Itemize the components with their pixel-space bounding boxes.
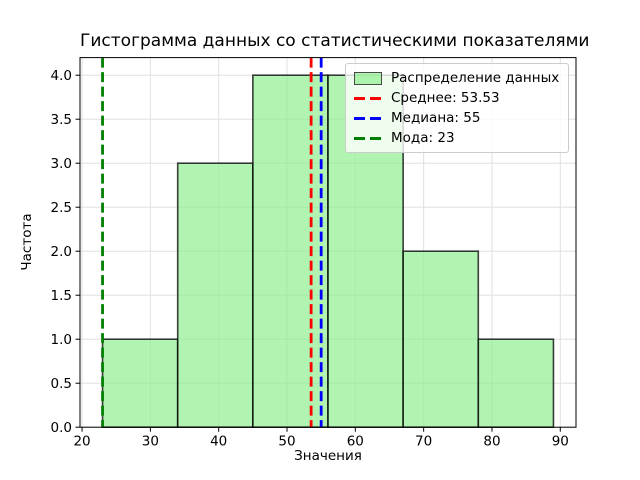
legend-label-median: Медиана: 55 [391,110,481,126]
legend-dashed-line-swatch-mode [354,136,382,140]
y-tick-label: 3.0 [51,156,72,172]
y-tick-label: 1.5 [51,288,72,304]
legend-patch-swatch [354,71,382,85]
axes-frame [79,57,577,428]
legend-dashed-line-swatch-median [354,116,382,120]
histogram-bar [176,162,254,428]
x-tick-label: 20 [73,434,90,450]
y-tick-label: 0.0 [51,420,72,436]
y-tick-label: 3.5 [51,112,72,128]
y-tick-label: 2.0 [51,244,72,260]
legend-label-distribution: Распределение данных [391,70,560,86]
histogram-bar [101,338,179,429]
x-tick-label: 50 [278,434,295,450]
y-tick-label: 4.0 [51,68,72,84]
y-tick-label: 2.5 [51,200,72,216]
chart-title: Гистограмма данных со статистическими по… [80,31,590,51]
legend-item-median: Медиана: 55 [354,108,559,128]
legend-item-mean: Среднее: 53.53 [354,88,559,108]
histogram-bar [252,74,329,428]
y-tick-label: 0.5 [51,376,72,392]
x-tick-label: 80 [483,434,500,450]
legend-item-distribution: Распределение данных [354,68,559,88]
histogram-bar [402,250,480,428]
y-axis-label: Частота [19,213,35,271]
x-tick-label: 30 [142,434,159,450]
y-tick-label: 1.0 [51,332,72,348]
legend-item-mode: Мода: 23 [354,128,559,148]
x-axis-label: Значения [294,448,362,464]
legend-label-mean: Среднее: 53.53 [391,90,500,106]
x-tick-label: 60 [347,434,364,450]
legend-dashed-line-swatch-mean [354,96,382,100]
legend-box: Распределение данных Среднее: 53.53 Меди… [345,63,570,153]
x-tick-label: 40 [210,434,227,450]
legend-label-mode: Мода: 23 [391,130,455,146]
x-tick-label: 90 [552,434,569,450]
histogram-bar [477,338,555,429]
x-tick-label: 70 [415,434,432,450]
